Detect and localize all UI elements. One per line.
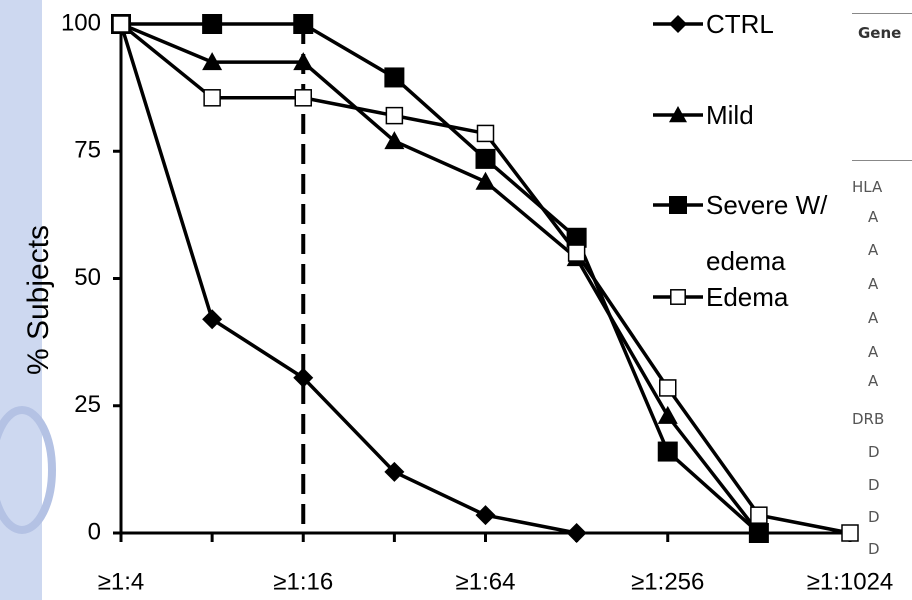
marker	[384, 461, 405, 482]
marker	[294, 89, 312, 107]
marker	[384, 131, 405, 150]
table-cell: D	[868, 540, 880, 558]
marker	[475, 171, 496, 190]
marker	[659, 379, 677, 397]
logo	[0, 406, 56, 534]
marker	[669, 106, 687, 123]
table-cell: A	[868, 275, 879, 293]
legend-label: Severe W/ edema	[706, 190, 828, 276]
table-cell: A	[868, 309, 879, 327]
marker	[385, 106, 404, 125]
marker	[476, 124, 495, 143]
series-line	[119, 23, 577, 535]
marker	[293, 367, 314, 388]
y-tick-label: 0	[88, 518, 101, 545]
marker	[384, 67, 405, 88]
y-tick-label: 75	[74, 137, 101, 164]
table-cell: D	[868, 508, 880, 526]
marker	[202, 14, 223, 34]
table-cell: A	[868, 208, 879, 226]
marker	[112, 15, 130, 33]
y-tick-label: 25	[74, 391, 101, 418]
table-cell: A	[868, 343, 879, 361]
table-header: Gene	[858, 24, 902, 42]
marker	[750, 506, 768, 524]
marker	[748, 523, 769, 543]
marker	[203, 89, 221, 107]
marker	[475, 148, 496, 169]
marker	[293, 14, 314, 34]
marker	[566, 227, 587, 248]
table-cell: DRB	[852, 410, 885, 428]
x-tick-label: ≥1:4	[98, 568, 145, 595]
legend-label: CTRL	[706, 9, 774, 39]
marker	[841, 524, 859, 542]
background-table: Gene HLA A A A A A A DRB D D D D	[852, 0, 912, 600]
marker	[567, 244, 586, 262]
table-cell: D	[868, 476, 880, 494]
marker	[475, 505, 496, 526]
table-cell: HLA	[852, 178, 883, 196]
marker	[657, 405, 678, 424]
x-tick-label: ≥1:16	[273, 568, 333, 595]
table-rule	[852, 13, 912, 14]
series-line	[120, 22, 761, 535]
legend-label: Mild	[706, 100, 754, 130]
marker	[202, 309, 223, 330]
table-rule	[852, 160, 912, 161]
series-line	[121, 22, 761, 535]
marker	[669, 196, 687, 214]
table-cell: A	[868, 372, 879, 390]
side-strip	[0, 0, 42, 600]
table-cell: D	[868, 443, 880, 461]
legend-label: Edema	[706, 282, 789, 312]
y-axis-label: % Subjects	[22, 225, 55, 375]
marker	[566, 523, 587, 543]
marker	[669, 15, 687, 33]
x-tick-label: ≥1:64	[456, 568, 516, 595]
marker	[202, 52, 223, 71]
marker	[670, 289, 686, 305]
table-cell: A	[868, 241, 879, 259]
y-tick-label: 100	[61, 9, 101, 36]
y-tick-label: 50	[74, 264, 101, 291]
marker	[657, 441, 678, 462]
x-tick-label: ≥1:1024	[807, 568, 894, 595]
marker	[293, 52, 314, 71]
x-tick-label: ≥1:256	[631, 568, 704, 595]
